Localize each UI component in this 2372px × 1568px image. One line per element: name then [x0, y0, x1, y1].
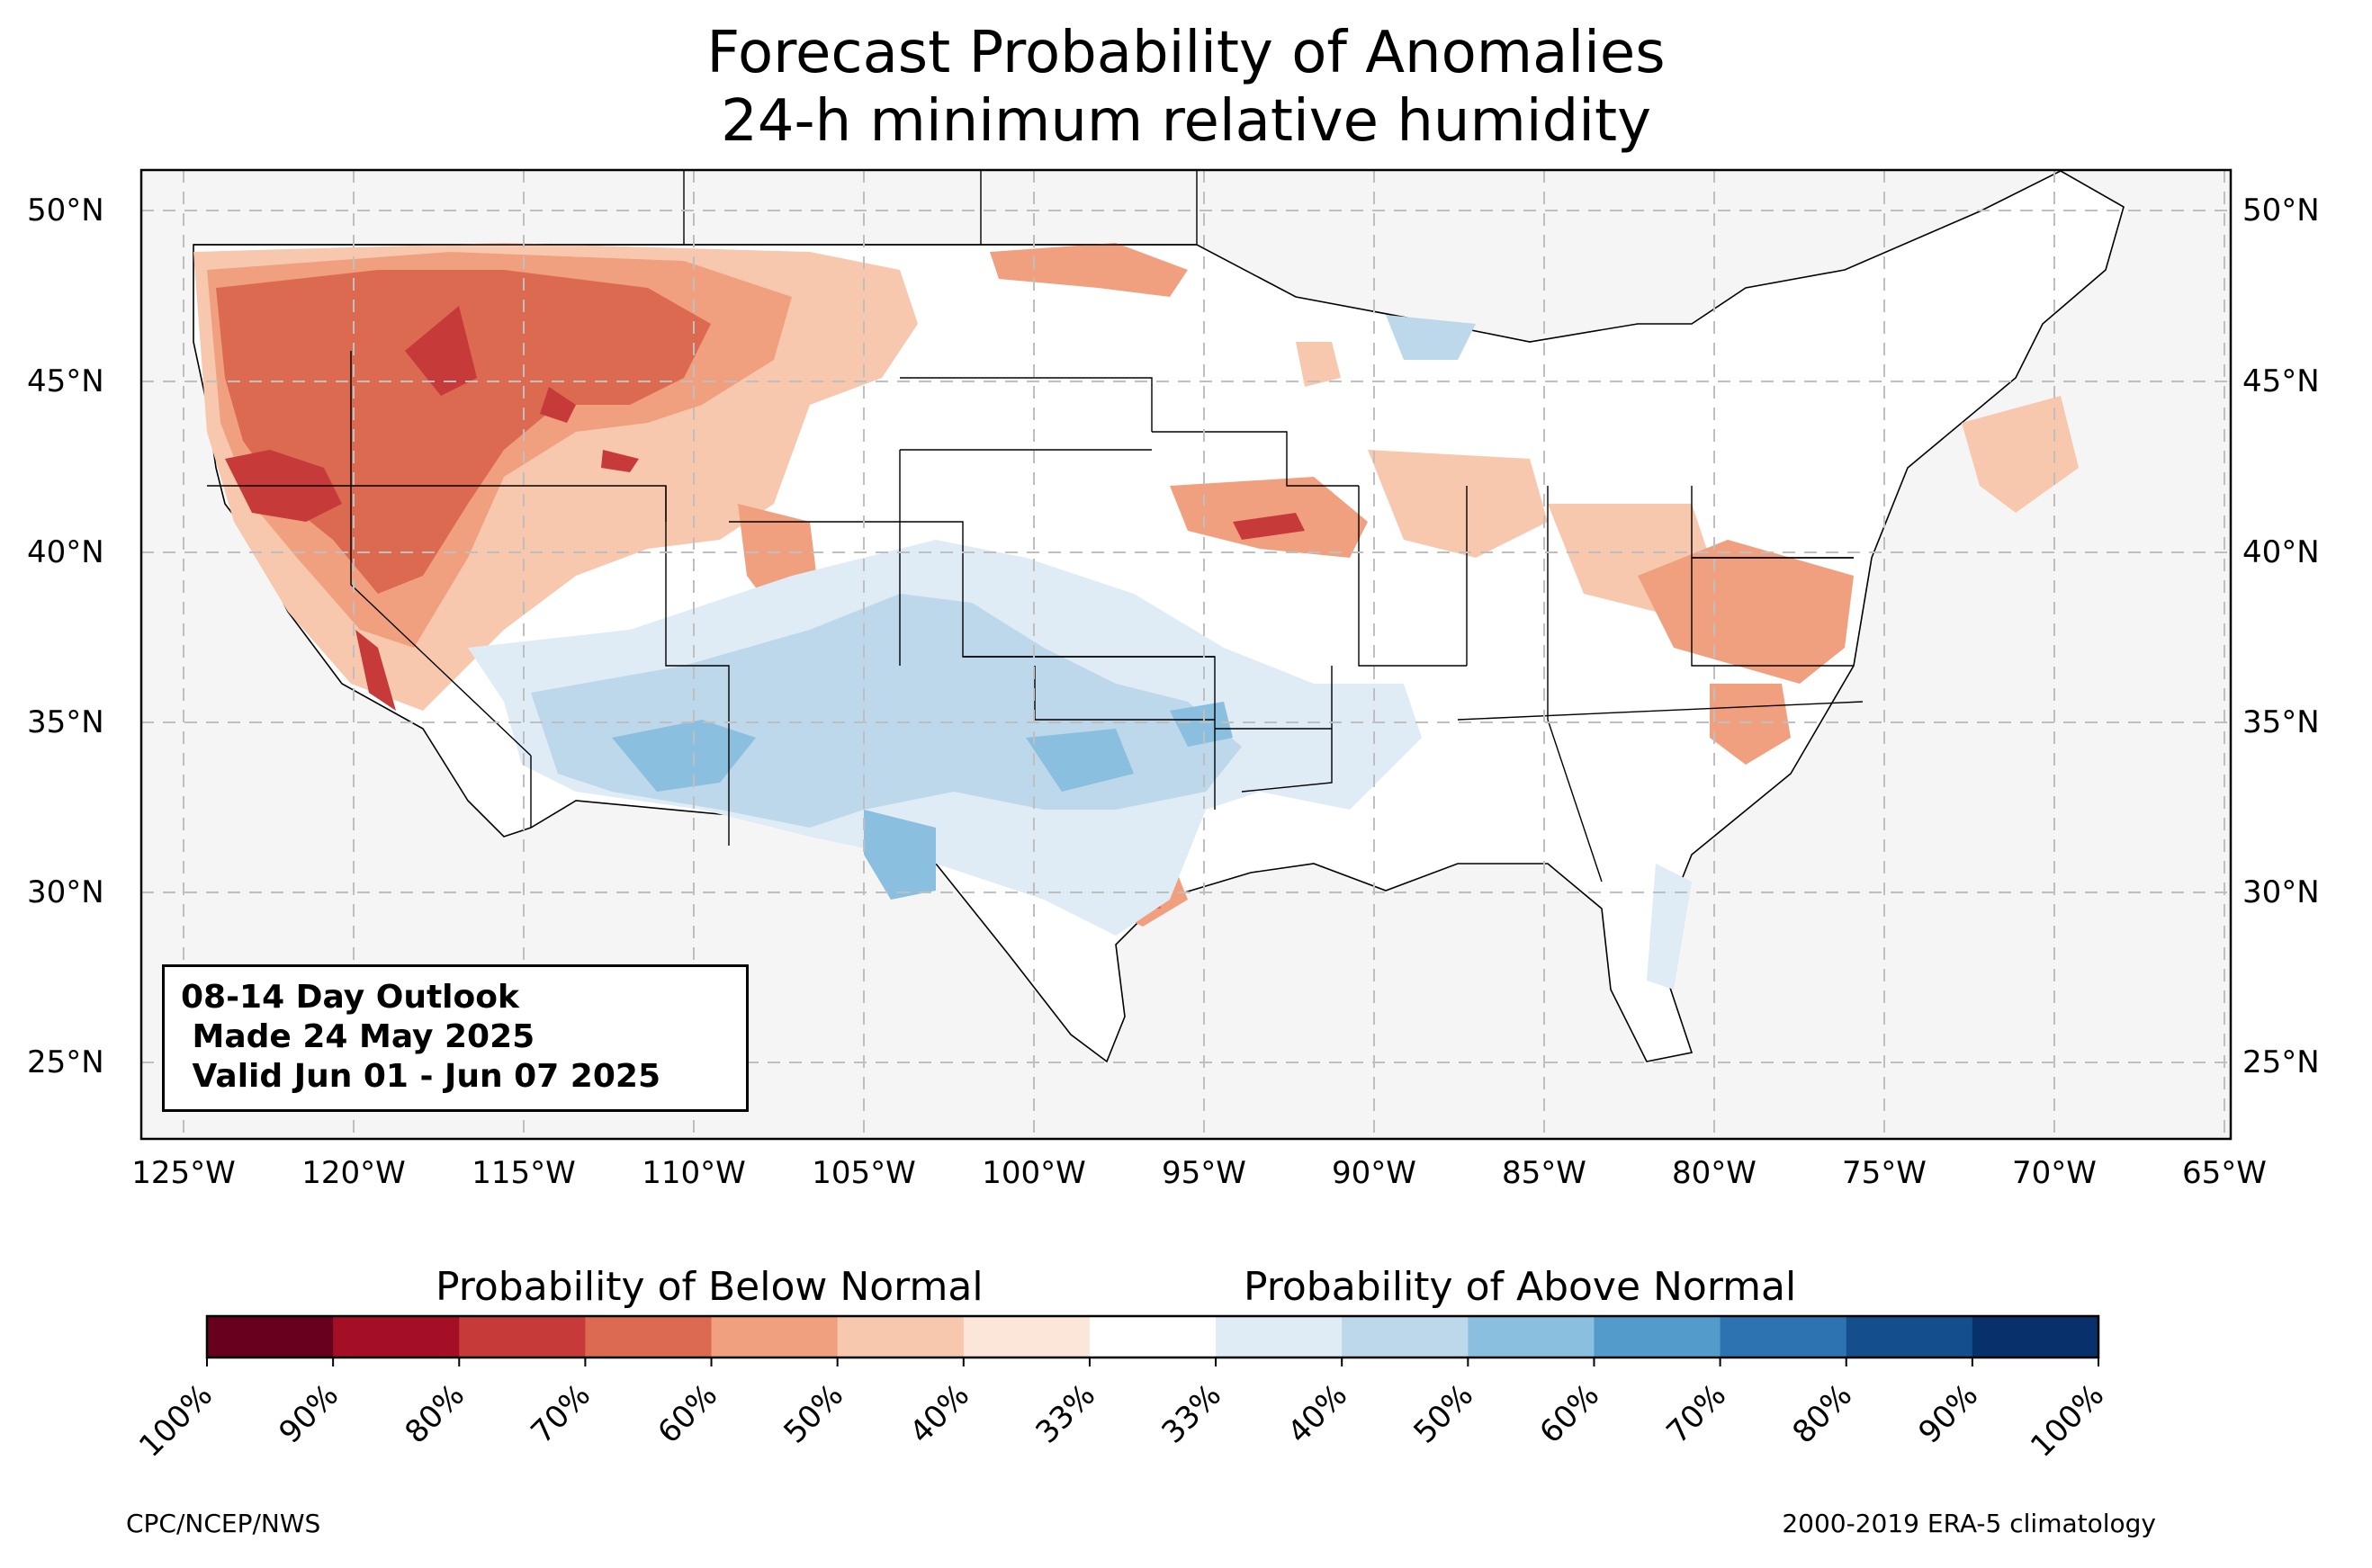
- outlook-info-box: 08-14 Day Outlook Made 24 May 2025 Valid…: [162, 964, 749, 1112]
- climatology-note: 2000-2019 ERA-5 climatology: [1782, 1509, 2156, 1538]
- colorbar-segment: [963, 1316, 1091, 1357]
- longitude-label: 80°W: [1672, 1155, 1757, 1191]
- colorbar-above-title: Probability of Above Normal: [1244, 1264, 1797, 1310]
- longitude-label: 105°W: [812, 1155, 916, 1191]
- latitude-label: 40°N: [2242, 534, 2320, 570]
- longitude-label: 70°W: [2012, 1155, 2097, 1191]
- latitude-label: 35°N: [2242, 704, 2320, 740]
- longitude-label: 65°W: [2182, 1155, 2267, 1191]
- graticule: [141, 170, 2231, 1139]
- colorbar-outline: [205, 1314, 2100, 1359]
- longitude-label: 95°W: [1162, 1155, 1246, 1191]
- latitude-label: 25°N: [27, 1044, 104, 1080]
- map-frame: [139, 168, 2233, 1141]
- colorbar-segment: [837, 1316, 965, 1357]
- colorbar-segment: [459, 1316, 586, 1357]
- latitude-label: 45°N: [2242, 363, 2320, 399]
- outlook-period: 08-14 Day Outlook: [181, 979, 519, 1016]
- latitude-label: 50°N: [2242, 193, 2320, 228]
- colorbar-segment: [1972, 1316, 2099, 1357]
- longitude-label: 125°W: [131, 1155, 236, 1191]
- source-credit: CPC/NCEP/NWS: [126, 1509, 321, 1538]
- colorbar-segment: [1216, 1316, 1343, 1357]
- colorbar-below-title: Probability of Below Normal: [436, 1264, 984, 1310]
- colorbar: [205, 1314, 2100, 1366]
- colorbar-segment: [711, 1316, 839, 1357]
- map-title: Forecast Probability of Anomalies: [706, 20, 1666, 86]
- longitude-label: 100°W: [982, 1155, 1086, 1191]
- longitude-label: 120°W: [301, 1155, 406, 1191]
- longitude-label: 85°W: [1502, 1155, 1586, 1191]
- latitude-label: 30°N: [27, 874, 104, 910]
- latitude-label: 35°N: [27, 704, 104, 740]
- colorbar-segment: [1720, 1316, 1847, 1357]
- latitude-label: 50°N: [27, 193, 104, 228]
- longitude-label: 75°W: [1842, 1155, 1927, 1191]
- longitude-label: 110°W: [642, 1155, 746, 1191]
- above-normal-contours: [468, 315, 1692, 990]
- longitude-label: 90°W: [1332, 1155, 1416, 1191]
- outlook-valid-dates: Valid Jun 01 - Jun 07 2025: [181, 1058, 661, 1095]
- colorbar-segment: [1594, 1316, 1721, 1357]
- map-subtitle: 24-h minimum relative humidity: [721, 88, 1651, 155]
- colorbar-segment: [1342, 1316, 1469, 1357]
- colorbar-segment: [1846, 1316, 1973, 1357]
- colorbar-segment: [1468, 1316, 1595, 1357]
- colorbar-segment: [333, 1316, 460, 1357]
- colorbar-segment: [207, 1316, 334, 1357]
- colorbar-segment: [1089, 1316, 1217, 1357]
- colorbar-segment: [585, 1316, 713, 1357]
- latitude-label: 30°N: [2242, 874, 2320, 910]
- latitude-label: 25°N: [2242, 1044, 2320, 1080]
- outlook-made-date: Made 24 May 2025: [181, 1018, 535, 1055]
- longitude-label: 115°W: [472, 1155, 576, 1191]
- latitude-label: 40°N: [27, 534, 104, 570]
- state-borders: [193, 171, 1864, 883]
- latitude-label: 45°N: [27, 363, 104, 399]
